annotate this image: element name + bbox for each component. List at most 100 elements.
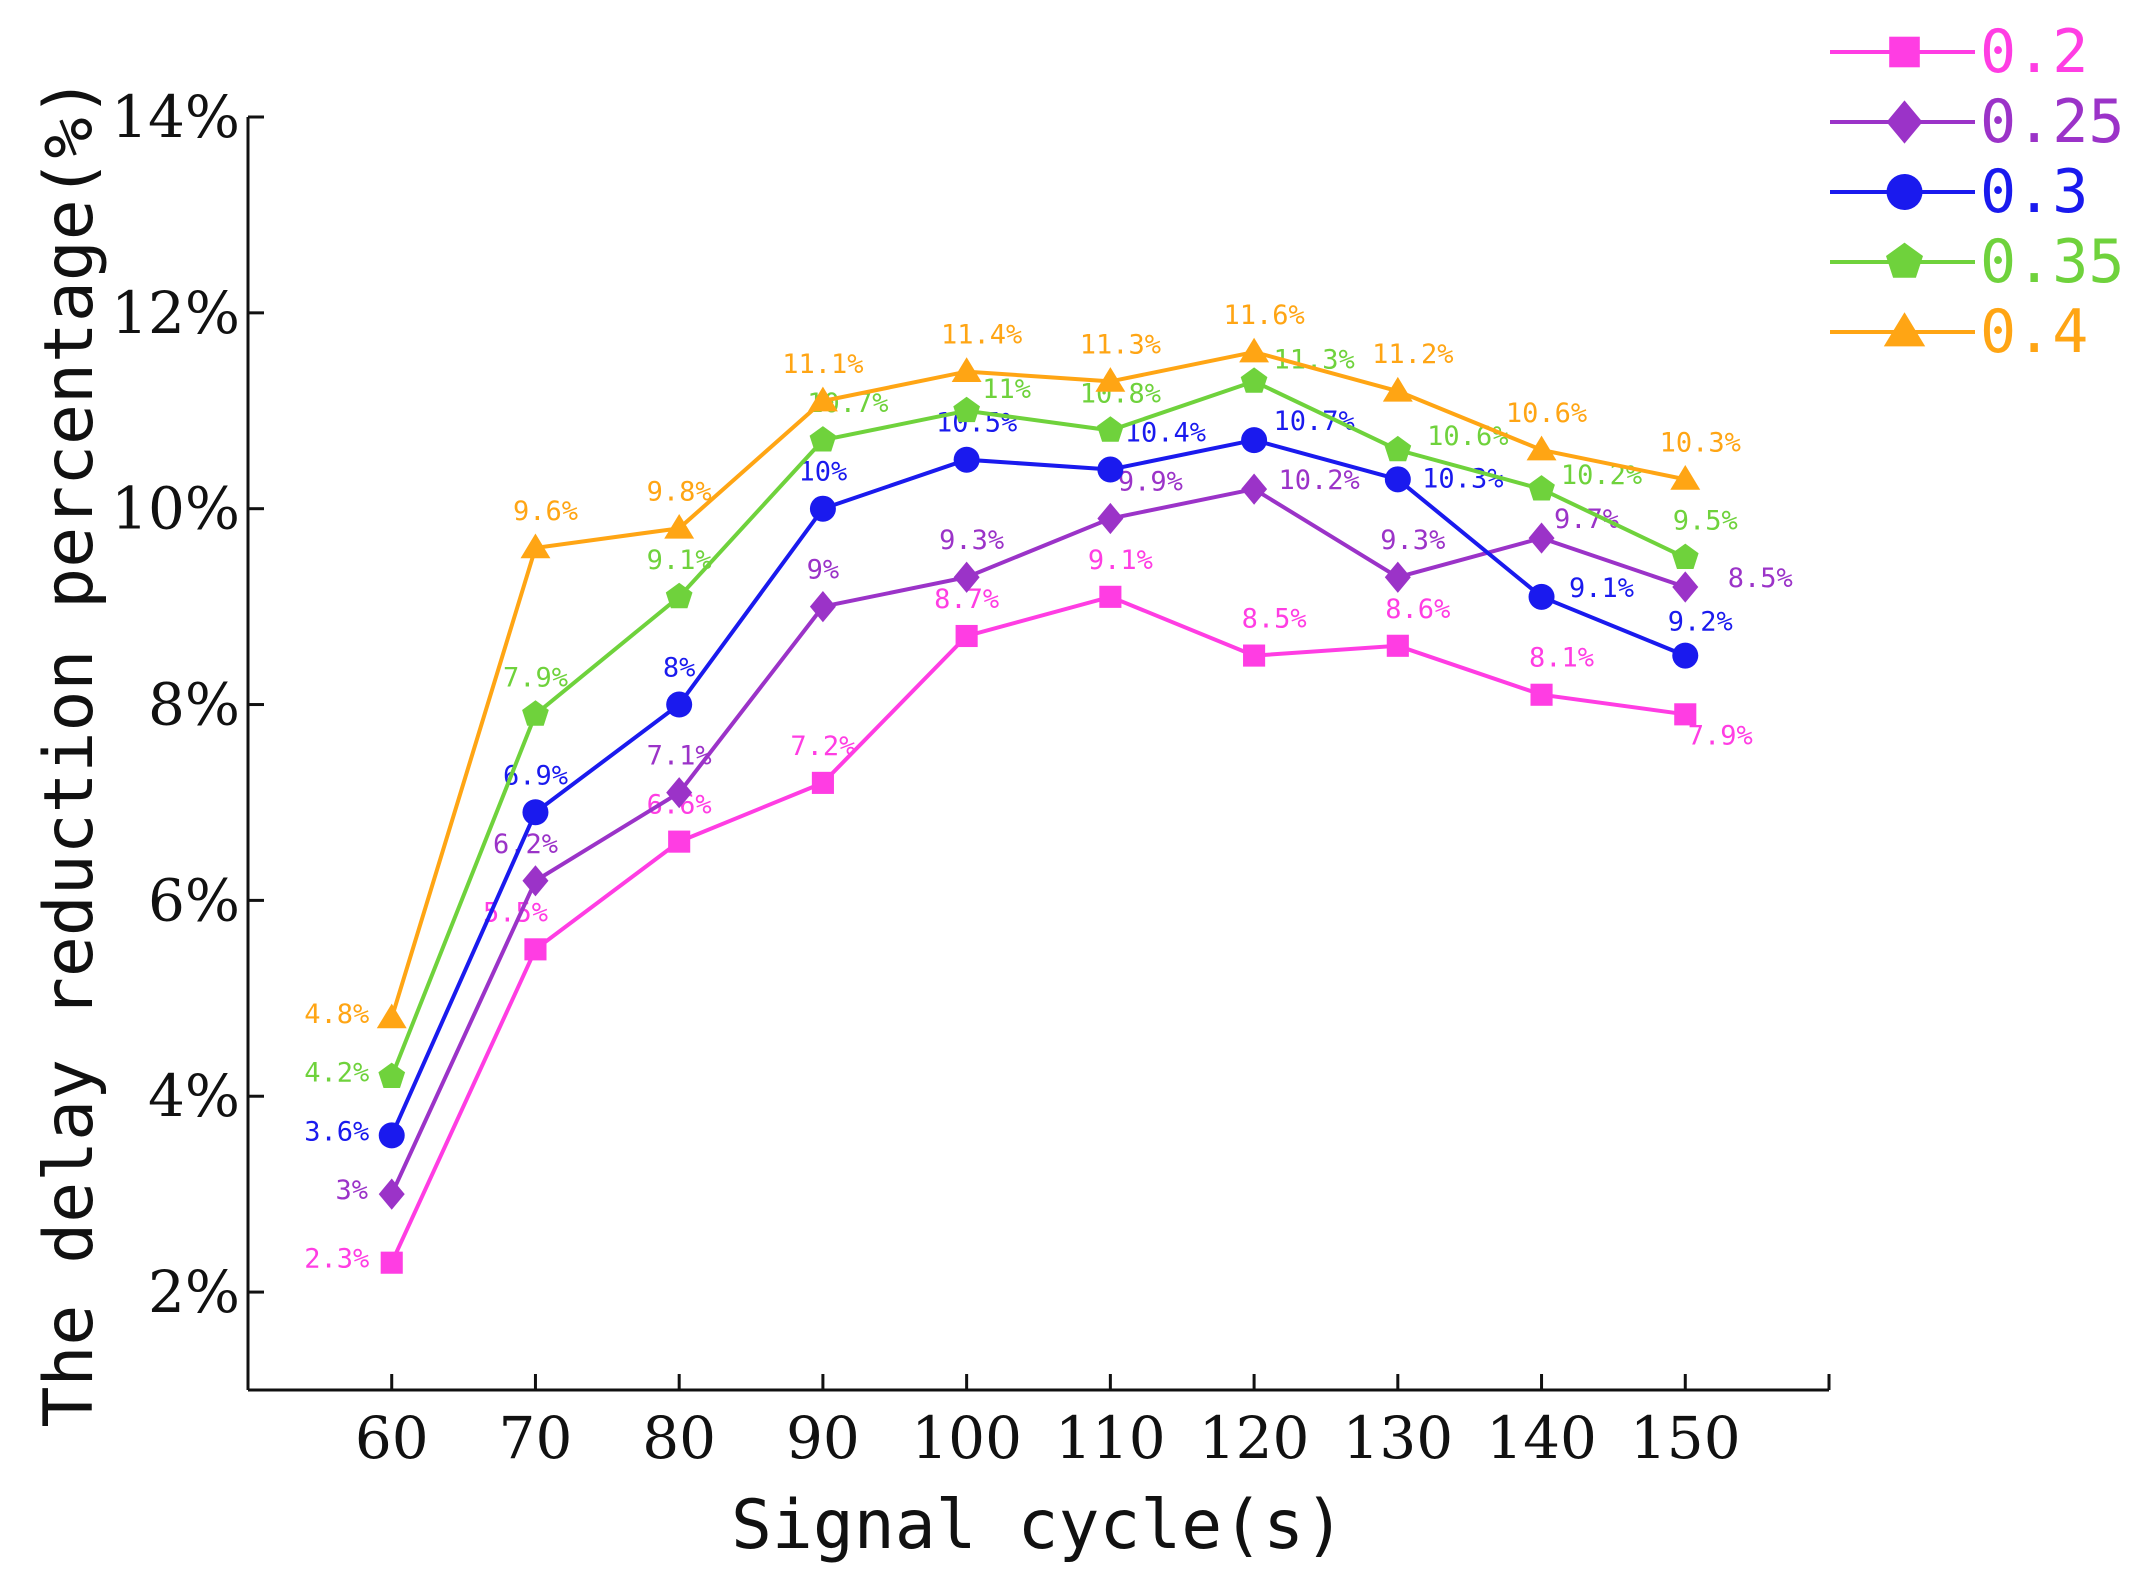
data-label: 4.8% bbox=[304, 999, 369, 1030]
diamond-marker bbox=[1528, 522, 1555, 554]
data-label: 3.6% bbox=[304, 1116, 369, 1147]
x-axis-title: Signal cycle(s) bbox=[731, 1486, 1345, 1565]
pentagon-marker bbox=[1886, 242, 1923, 278]
series-line bbox=[389, 379, 1687, 1078]
series-0.2: 2.3%5.5%6.6%7.2%8.7%9.1%8.5%8.6%8.1%7.9% bbox=[304, 545, 1753, 1275]
circle-marker bbox=[522, 799, 549, 826]
legend-label: 0.35 bbox=[1980, 227, 2125, 297]
y-tick-label: 6% bbox=[148, 866, 240, 934]
data-label: 8.5% bbox=[1728, 563, 1793, 594]
series-group: 2.3%5.5%6.6%7.2%8.7%9.1%8.5%8.6%8.1%7.9%… bbox=[304, 300, 1793, 1275]
data-label: 7.9% bbox=[503, 662, 568, 693]
data-label: 9.8% bbox=[647, 476, 712, 507]
triangle-marker bbox=[664, 513, 695, 539]
square-marker bbox=[1674, 703, 1697, 726]
data-label: 9% bbox=[807, 555, 840, 586]
circle-marker bbox=[1672, 642, 1699, 669]
series-line bbox=[389, 438, 1687, 1137]
circle-marker bbox=[378, 1122, 405, 1149]
diamond-marker bbox=[1886, 100, 1923, 144]
diamond-marker bbox=[1097, 502, 1124, 535]
pentagon-marker bbox=[1528, 475, 1555, 501]
square-marker bbox=[1243, 644, 1266, 667]
triangle-marker bbox=[1239, 337, 1270, 363]
y-tick-label: 14% bbox=[111, 83, 240, 151]
diamond-marker bbox=[378, 1178, 405, 1210]
data-label: 2.3% bbox=[304, 1244, 369, 1275]
x-tick-label: 70 bbox=[499, 1404, 573, 1472]
pentagon-marker bbox=[1671, 543, 1699, 569]
triangle-marker bbox=[1883, 312, 1926, 347]
pentagon-marker bbox=[953, 396, 980, 423]
diamond-marker bbox=[666, 777, 693, 809]
data-label: 9.3% bbox=[939, 525, 1004, 556]
data-label: 10% bbox=[799, 457, 848, 488]
triangle-marker bbox=[376, 1003, 407, 1029]
square-marker bbox=[811, 771, 834, 794]
data-label: 10.8% bbox=[1080, 378, 1161, 409]
diamond-marker bbox=[953, 561, 980, 593]
legend-label: 0.2 bbox=[1980, 17, 2088, 87]
x-tick-label: 60 bbox=[355, 1404, 429, 1472]
data-label: 11.3% bbox=[1080, 329, 1161, 360]
triangle-marker bbox=[1382, 376, 1413, 402]
circle-marker bbox=[809, 495, 836, 522]
pentagon-marker bbox=[1384, 435, 1412, 462]
data-label: 9.1% bbox=[1569, 573, 1634, 604]
data-label: 8% bbox=[663, 653, 696, 684]
data-label: 11% bbox=[982, 374, 1031, 405]
data-label: 7.1% bbox=[647, 741, 712, 772]
data-label: 11.6% bbox=[1223, 300, 1304, 331]
circle-marker bbox=[1241, 427, 1268, 454]
pentagon-marker bbox=[522, 700, 549, 726]
pentagon-marker bbox=[1240, 367, 1268, 393]
diamond-marker bbox=[1241, 473, 1268, 505]
x-tick-label: 140 bbox=[1486, 1404, 1597, 1472]
y-tick-label: 2% bbox=[148, 1258, 240, 1326]
series-line bbox=[389, 486, 1686, 1196]
square-marker bbox=[955, 624, 978, 648]
legend-label: 0.3 bbox=[1980, 157, 2088, 227]
series-0.25: 3%6.2%7.1%9%9.3%9.9% 10.2%9.3%9.7%8.5% bbox=[335, 465, 1793, 1210]
data-label: 9.6% bbox=[513, 496, 578, 527]
data-label: 10.2% bbox=[1278, 465, 1359, 496]
circle-marker bbox=[1528, 583, 1555, 610]
triangle-marker bbox=[520, 533, 551, 559]
square-marker bbox=[1386, 634, 1409, 657]
series-0.35: 4.2%7.9%9.1%10.7% 11% 10.8%11.3%10.6%10.2%… bbox=[304, 344, 1738, 1088]
data-label: 10.3% bbox=[1660, 427, 1741, 458]
y-axis-title: The delay reduction percentage(%) bbox=[30, 76, 109, 1427]
x-tick-label: 110 bbox=[1055, 1404, 1166, 1472]
y-ticks: 2% 4% 6% 8% 10% 12% 14% bbox=[111, 83, 264, 1326]
series-0.4: 4.8% 9.6% 9.8% 11.1% 11.4% 11.3% 11.6% 11.2% 10.… bbox=[304, 300, 1741, 1030]
pentagon-marker bbox=[378, 1062, 406, 1088]
data-label: 8.1% bbox=[1529, 643, 1594, 674]
series-line bbox=[389, 349, 1686, 1019]
axes bbox=[246, 117, 1831, 1392]
circle-marker bbox=[666, 691, 693, 718]
legend: 0.20.250.30.350.4 bbox=[1830, 17, 2125, 367]
square-marker bbox=[1889, 36, 1920, 68]
x-tick-label: 120 bbox=[1199, 1404, 1310, 1472]
data-label: 11.1% bbox=[782, 349, 863, 380]
triangle-marker bbox=[1670, 465, 1701, 490]
pentagon-marker bbox=[809, 426, 837, 452]
data-label: 10.6% bbox=[1427, 421, 1508, 452]
circle-marker bbox=[1097, 456, 1124, 483]
x-tick-label: 130 bbox=[1342, 1404, 1453, 1472]
diamond-marker bbox=[1672, 571, 1699, 603]
diamond-marker bbox=[809, 591, 836, 623]
data-label: 9.3% bbox=[1380, 525, 1445, 556]
circle-marker bbox=[1384, 466, 1411, 493]
data-label: 8.5% bbox=[1242, 604, 1307, 635]
triangle-marker bbox=[1095, 367, 1126, 392]
y-tick-label: 12% bbox=[111, 279, 240, 347]
y-tick-label: 8% bbox=[148, 671, 240, 739]
x-tick-label: 150 bbox=[1630, 1404, 1741, 1472]
pentagon-marker bbox=[1097, 416, 1124, 442]
data-label: 11.4% bbox=[941, 320, 1022, 351]
x-tick-label: 80 bbox=[642, 1404, 716, 1472]
square-marker bbox=[524, 938, 547, 961]
square-marker bbox=[380, 1251, 403, 1274]
